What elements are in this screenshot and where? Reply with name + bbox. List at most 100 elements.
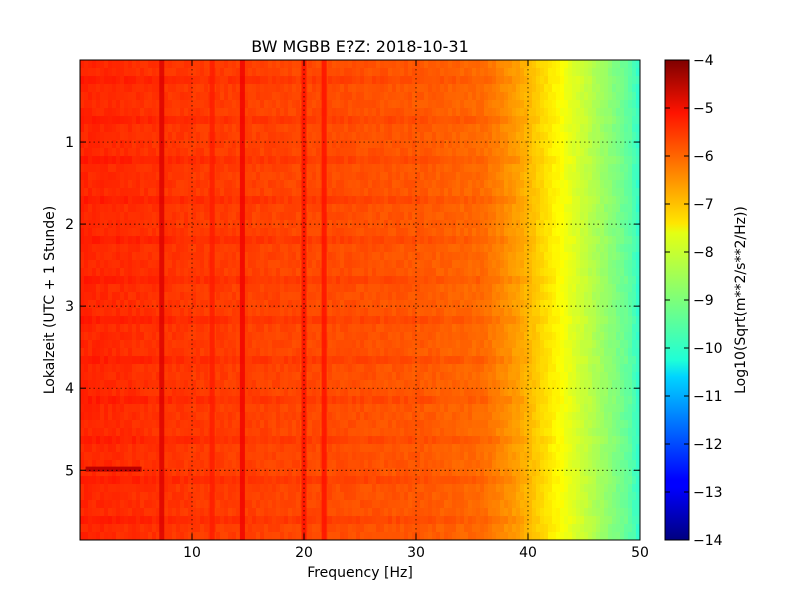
heatmap-cell [136, 132, 141, 141]
heatmap-cell [564, 84, 569, 93]
heatmap-cell [288, 284, 293, 293]
heatmap-cell [292, 180, 297, 189]
heatmap-cell [344, 180, 349, 189]
heatmap-cell [388, 84, 393, 93]
heatmap-cell [176, 76, 181, 85]
heatmap-cell [148, 164, 153, 173]
heatmap-cell [268, 204, 273, 213]
heatmap-cell [136, 340, 141, 349]
heatmap-cell [532, 92, 537, 101]
heatmap-cell [516, 76, 521, 85]
heatmap-cell [624, 124, 629, 133]
heatmap-cell [608, 220, 613, 229]
heatmap-cell [424, 188, 429, 197]
heatmap-cell [204, 324, 209, 333]
heatmap-cell [144, 228, 149, 237]
heatmap-cell [432, 76, 437, 85]
heatmap-cell [476, 228, 481, 237]
heatmap-cell [312, 156, 317, 165]
heatmap-cell [116, 340, 121, 349]
heatmap-cell [176, 228, 181, 237]
heatmap-cell [116, 148, 121, 157]
heatmap-cell [432, 60, 437, 69]
heatmap-cell [268, 316, 273, 325]
heatmap-cell [396, 284, 401, 293]
heatmap-cell [604, 324, 609, 333]
heatmap-cell [132, 204, 137, 213]
heatmap-cell [200, 268, 205, 277]
heatmap-cell [116, 324, 121, 333]
heatmap-cell [220, 284, 225, 293]
heatmap-cell [180, 100, 185, 109]
heatmap-cell [584, 284, 589, 293]
heatmap-cell [540, 292, 545, 301]
heatmap-cell [456, 68, 461, 77]
heatmap-cell [368, 140, 373, 149]
heatmap-cell [396, 148, 401, 157]
heatmap-cell [624, 220, 629, 229]
heatmap-cell [576, 92, 581, 101]
heatmap-cell [176, 212, 181, 221]
heatmap-cell [372, 276, 377, 285]
heatmap-cell [100, 180, 105, 189]
heatmap-cell [464, 124, 469, 133]
heatmap-cell [232, 172, 237, 181]
heatmap-cell [184, 260, 189, 269]
heatmap-cell [120, 332, 125, 341]
heatmap-cell [532, 236, 537, 245]
heatmap-cell [580, 100, 585, 109]
heatmap-cell [436, 252, 441, 261]
heatmap-cell [632, 100, 637, 109]
heatmap-cell [228, 260, 233, 269]
heatmap-cell [232, 300, 237, 309]
heatmap-cell [376, 196, 381, 205]
heatmap-cell [480, 156, 485, 165]
heatmap-cell [312, 60, 317, 69]
heatmap-cell [296, 68, 301, 77]
heatmap-cell [444, 268, 449, 277]
heatmap-cell [556, 268, 561, 277]
heatmap-cell [200, 92, 205, 101]
heatmap-cell [260, 204, 265, 213]
heatmap-cell [92, 300, 97, 309]
heatmap-cell [264, 100, 269, 109]
heatmap-cell [124, 108, 129, 117]
heatmap-cell [464, 300, 469, 309]
heatmap-cell [516, 300, 521, 309]
heatmap-cell [532, 196, 537, 205]
heatmap-cell [540, 92, 545, 101]
heatmap-cell [216, 276, 221, 285]
heatmap-cell [184, 148, 189, 157]
heatmap-cell [416, 332, 421, 341]
heatmap-cell [408, 300, 413, 309]
heatmap-cell [108, 124, 113, 133]
heatmap-cell [424, 252, 429, 261]
heatmap-cell [288, 236, 293, 245]
heatmap-cell [552, 100, 557, 109]
heatmap-cell [112, 92, 117, 101]
heatmap-cell [148, 236, 153, 245]
heatmap-cell [572, 332, 577, 341]
heatmap-cell [512, 100, 517, 109]
heatmap-cell [532, 252, 537, 261]
heatmap-cell [392, 164, 397, 173]
heatmap-cell [476, 204, 481, 213]
heatmap-cell [252, 100, 257, 109]
heatmap-cell [244, 172, 249, 181]
heatmap-cell [468, 68, 473, 77]
heatmap-cell [384, 164, 389, 173]
heatmap-cell [524, 180, 529, 189]
heatmap-cell [332, 204, 337, 213]
heatmap-cell [552, 212, 557, 221]
heatmap-cell [236, 252, 241, 261]
heatmap-cell [480, 164, 485, 173]
heatmap-cell [356, 268, 361, 277]
heatmap-cell [364, 300, 369, 309]
heatmap-cell [336, 188, 341, 197]
heatmap-cell [600, 164, 605, 173]
heatmap-cell [220, 324, 225, 333]
heatmap-cell [476, 196, 481, 205]
heatmap-cell [284, 92, 289, 101]
heatmap-cell [88, 76, 93, 85]
heatmap-cell [468, 116, 473, 125]
